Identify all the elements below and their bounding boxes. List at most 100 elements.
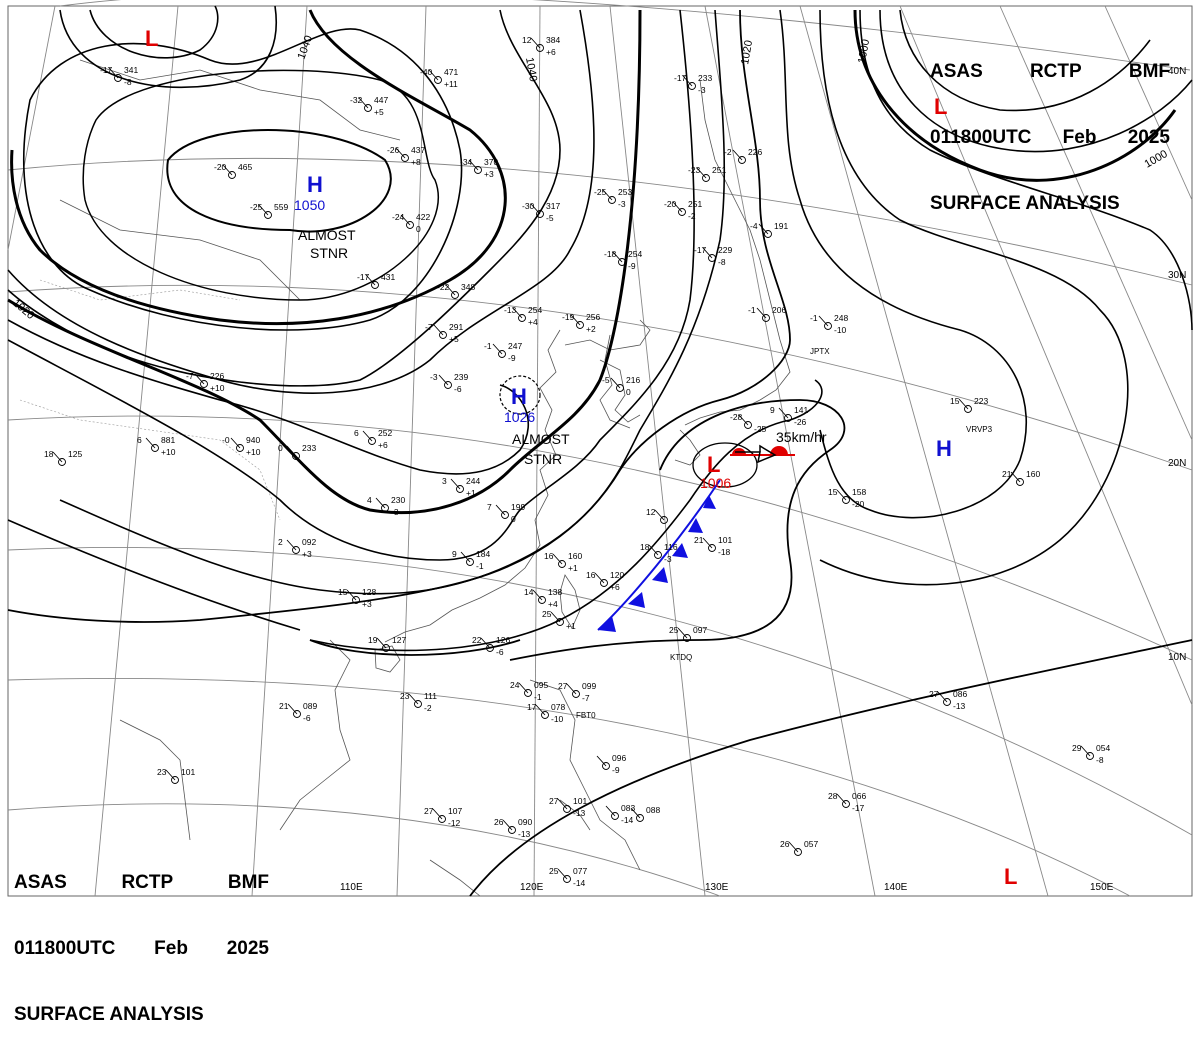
low-symbol: L — [1004, 864, 1017, 889]
station-temperature: 21 — [1002, 469, 1012, 479]
station-tendency: -6 — [454, 384, 462, 394]
isobar-label: 1040 — [296, 34, 316, 61]
station-circle — [708, 544, 716, 552]
station-tendency: +1 — [568, 563, 578, 573]
station-temperature: -2 — [724, 147, 732, 157]
station-circle — [536, 210, 544, 218]
station-tendency: -6 — [303, 713, 311, 723]
station-temperature: 9 — [452, 549, 457, 559]
station-pressure: 111 — [424, 691, 437, 701]
isobar-label: 1020 — [739, 39, 755, 65]
station-circle — [524, 689, 532, 697]
station-tendency: -1 — [476, 561, 484, 571]
station-temperature: 9 — [770, 405, 775, 415]
wind-barb — [450, 478, 461, 490]
wind-barb — [438, 374, 449, 386]
station-circle — [618, 258, 626, 266]
station-pressure: 090 — [518, 817, 532, 827]
station-circle — [572, 690, 580, 698]
header-row-2: 011800UTC Feb 2025 — [14, 938, 269, 960]
wind-barb — [696, 167, 707, 179]
station-pressure: 254 — [528, 305, 542, 315]
station-temperature: -0 — [222, 435, 230, 445]
wind-barb — [732, 149, 743, 161]
high-symbol: H — [511, 384, 527, 409]
wind-barb — [287, 703, 298, 715]
station-circle — [292, 452, 300, 460]
station-tendency: +10 — [246, 447, 261, 457]
station-temperature: 25 — [542, 609, 552, 619]
station-circle — [842, 496, 850, 504]
header-month: Feb — [154, 938, 188, 959]
station-circle — [151, 444, 159, 452]
station-tendency: +1 — [466, 488, 476, 498]
station-tendency: -17 — [852, 803, 865, 813]
low-pressure-value: 1006 — [700, 475, 731, 491]
station-temperature: -22 — [437, 282, 450, 292]
station-tendency: 0 — [511, 514, 516, 524]
wind-barb — [512, 307, 523, 319]
header-agency: ASAS — [14, 872, 67, 893]
wind-barb — [1080, 745, 1091, 757]
station-pressure: 138 — [548, 587, 562, 597]
station-circle — [654, 551, 662, 559]
station-circle — [608, 196, 616, 204]
wind-barb — [408, 693, 419, 705]
wind-barb — [566, 683, 577, 695]
station-circle — [600, 579, 608, 587]
station-pressure: 206 — [772, 305, 786, 315]
station-pressure: 348 — [461, 282, 475, 292]
wind-barb — [557, 798, 568, 810]
map-frame — [7, 5, 1193, 897]
station-temperature: -17 — [357, 272, 370, 282]
latitude-labels: 40N 30N 20N 10N — [1168, 66, 1186, 663]
station-temperature: 12 — [522, 35, 532, 45]
station-circle — [762, 314, 770, 322]
station-circle — [576, 321, 584, 329]
station-tendency: +6 — [378, 440, 388, 450]
header-bottom-left: ASAS RCTP BMF 011800UTC Feb 2025 SURFACE… — [14, 828, 269, 1048]
wind-barb — [286, 445, 297, 457]
wind-barb — [682, 75, 693, 87]
station-temperature: 16 — [544, 551, 554, 561]
station-pressure: 077 — [573, 866, 587, 876]
station-temperature: -19 — [562, 312, 575, 322]
station-temperature: 19 — [368, 635, 378, 645]
high-symbol: H — [307, 172, 323, 197]
wind-barb — [445, 284, 456, 296]
station-tendency: +3 — [302, 549, 312, 559]
high-status-line1: ALMOST — [298, 227, 356, 243]
wind-barb — [376, 637, 387, 649]
wind-barb — [788, 841, 799, 853]
station-temperature: -18 — [604, 249, 617, 259]
header-top-right: ASAS RCTP BMF 011800UTC Feb 2025 SURFACE… — [930, 17, 1170, 237]
station-circle — [636, 814, 644, 822]
station-temperature: 27 — [929, 689, 939, 699]
wind-barb — [258, 204, 269, 216]
station-temperature: 21 — [279, 701, 289, 711]
station-circle — [368, 437, 376, 445]
station-tendency: +5 — [449, 334, 459, 344]
lon-label-150e: 150E — [1090, 882, 1114, 893]
station-temperature: -32 — [350, 95, 363, 105]
station-temperature: -17 — [674, 73, 687, 83]
station-pressure: 097 — [693, 625, 707, 635]
station-tendency: +3 — [484, 169, 494, 179]
meridians — [7, 5, 1193, 897]
header-year: 2025 — [226, 938, 269, 959]
station-temperature: 2 — [278, 537, 283, 547]
station-temperature: -4 — [750, 221, 758, 231]
station-temperature: 15 — [338, 587, 348, 597]
station-symbols — [52, 37, 1094, 883]
station-circle — [824, 322, 832, 330]
station-pressure: 086 — [953, 689, 967, 699]
header-row-2: 011800UTC Feb 2025 — [930, 127, 1170, 149]
station-temperature: 12 — [646, 507, 656, 517]
parallels — [7, 0, 1193, 897]
station-pressure: 252 — [378, 428, 392, 438]
station-tendency: -3 — [618, 199, 626, 209]
station-temperature: 21 — [694, 535, 704, 545]
wind-barb — [460, 551, 471, 563]
wind-barb — [432, 808, 443, 820]
motion-arrow — [735, 444, 777, 464]
